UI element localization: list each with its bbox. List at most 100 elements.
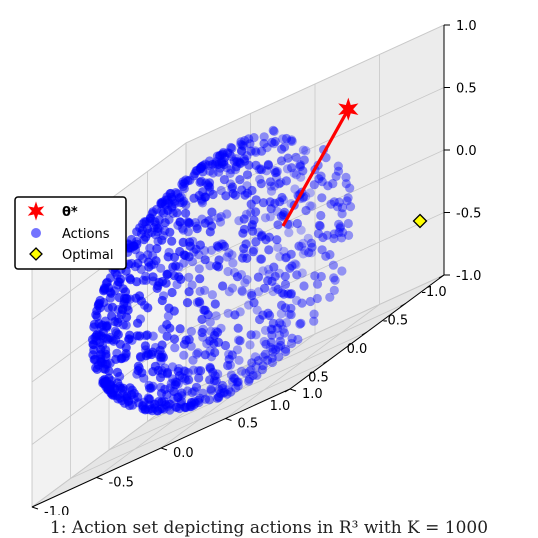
action-point <box>213 213 223 223</box>
action-point <box>175 198 185 208</box>
action-point <box>239 214 249 224</box>
action-point <box>269 181 280 191</box>
action-point <box>227 350 237 360</box>
action-point <box>338 227 348 237</box>
action-point <box>291 170 301 180</box>
action-point <box>91 331 101 341</box>
action-point <box>166 379 176 389</box>
action-point <box>194 297 204 307</box>
action-point <box>213 369 223 379</box>
action-point <box>217 150 227 160</box>
action-point <box>285 219 295 229</box>
action-point <box>304 248 314 258</box>
action-point <box>247 185 257 196</box>
action-point <box>167 236 177 246</box>
action-point <box>138 219 148 229</box>
action-point <box>253 356 263 366</box>
action-point <box>259 132 269 142</box>
action-point <box>169 394 179 404</box>
action-point <box>89 319 100 329</box>
y-tick-label: -1.0 <box>44 505 69 515</box>
action-point <box>254 287 264 297</box>
action-point <box>125 294 135 304</box>
action-point <box>163 269 173 279</box>
action-point <box>262 143 272 153</box>
action-point <box>196 164 206 174</box>
action-point <box>168 386 178 396</box>
y-tick-label: 1.0 <box>302 387 323 402</box>
action-point <box>247 290 257 300</box>
action-point <box>144 380 154 390</box>
action-point <box>223 360 233 371</box>
action-point <box>178 237 188 247</box>
action-point <box>222 389 232 399</box>
action-point <box>162 369 172 379</box>
action-point <box>183 386 193 396</box>
action-point <box>183 227 193 237</box>
action-point <box>192 224 202 234</box>
action-point <box>127 335 137 345</box>
action-point <box>143 348 153 358</box>
action-point <box>301 205 311 216</box>
action-point <box>246 146 256 156</box>
action-point <box>235 158 245 168</box>
action-point <box>181 376 191 386</box>
action-point <box>228 258 238 268</box>
action-point <box>141 271 151 281</box>
action-point <box>230 190 240 200</box>
action-point <box>235 307 245 317</box>
action-point <box>257 146 267 156</box>
action-point <box>165 323 175 333</box>
action-point <box>204 216 214 226</box>
action-point <box>224 287 234 297</box>
action-point <box>168 208 178 218</box>
action-point <box>219 387 230 397</box>
action-point <box>242 275 252 285</box>
action-point <box>205 166 215 176</box>
action-point <box>301 146 311 156</box>
action-point <box>153 236 163 246</box>
action-point <box>240 278 250 288</box>
action-point <box>184 218 194 228</box>
action-point <box>169 334 180 344</box>
action-point <box>298 249 308 259</box>
action-point <box>111 328 122 338</box>
action-point <box>333 161 343 171</box>
y-tick-mark <box>31 506 39 510</box>
action-point <box>290 259 300 269</box>
action-point <box>206 245 217 255</box>
action-point <box>237 146 247 156</box>
action-point <box>306 238 316 248</box>
action-point <box>148 272 158 282</box>
action-point <box>276 177 286 188</box>
action-point <box>117 385 127 395</box>
action-point <box>276 309 286 319</box>
x-tick-label: -0.5 <box>383 314 408 329</box>
action-point <box>250 352 260 362</box>
action-point <box>268 344 278 354</box>
action-point <box>175 217 185 227</box>
action-point <box>235 175 245 185</box>
action-point <box>205 186 215 196</box>
action-point <box>242 253 252 263</box>
action-point <box>151 256 161 266</box>
action-point <box>169 387 179 397</box>
action-point <box>174 364 184 374</box>
action-point <box>217 239 227 249</box>
action-point <box>185 400 196 410</box>
action-point <box>218 388 228 398</box>
action-point <box>241 239 251 249</box>
action-point <box>260 349 270 359</box>
action-point <box>268 286 278 297</box>
action-point <box>201 178 211 188</box>
action-point <box>88 350 98 360</box>
action-point <box>287 163 297 173</box>
action-point <box>341 179 351 189</box>
action-point <box>180 373 190 384</box>
action-point <box>204 160 214 170</box>
action-point <box>214 393 224 403</box>
action-point <box>337 203 348 213</box>
action-point <box>281 318 292 328</box>
action-point <box>247 291 257 301</box>
grid-line <box>225 304 380 419</box>
